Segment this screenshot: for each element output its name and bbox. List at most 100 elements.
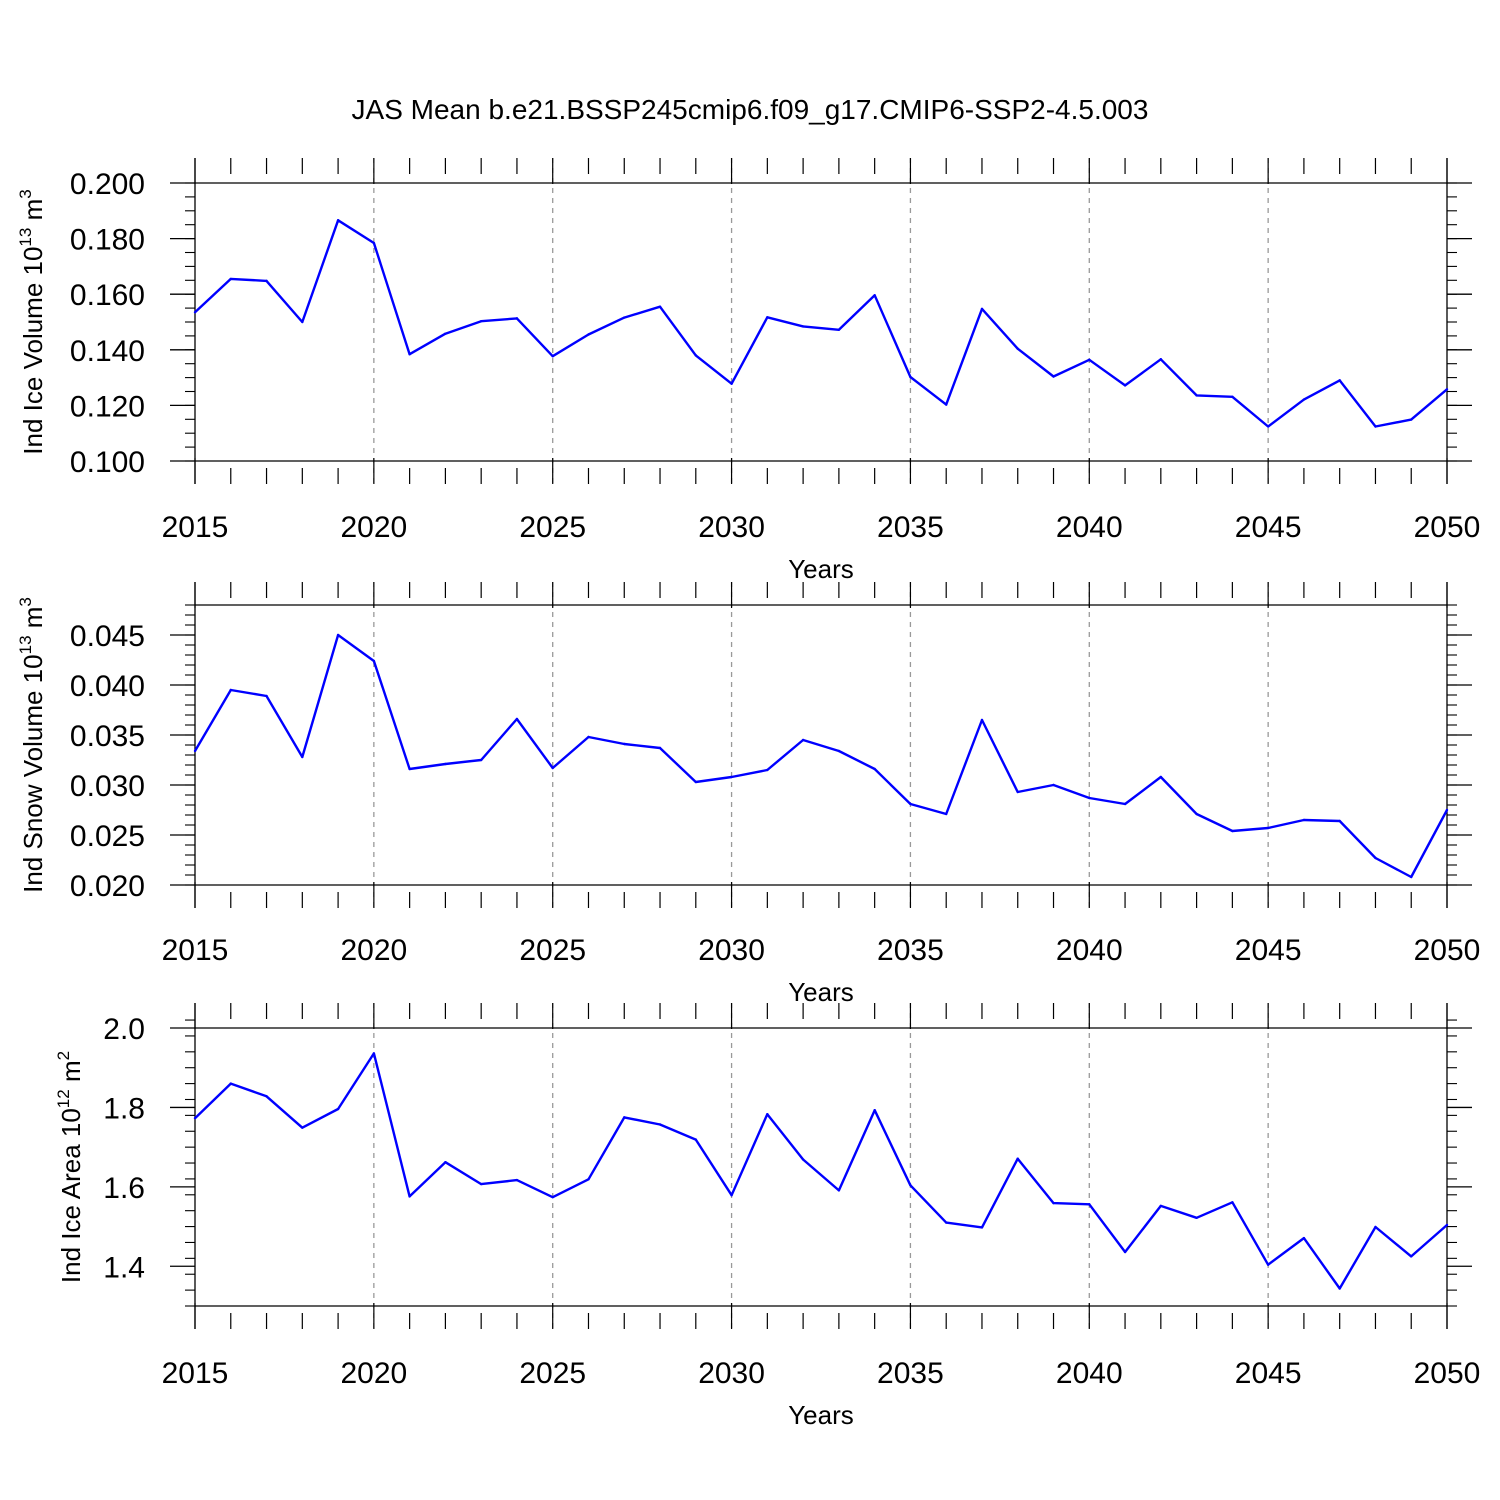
y-tick-label: 0.025 — [70, 820, 145, 853]
data-point — [515, 317, 519, 320]
data-point — [945, 812, 948, 816]
data-point — [265, 279, 268, 283]
data-point — [909, 375, 912, 379]
y-axis-title: Ind Snow Volume 1013 m3 — [16, 597, 48, 893]
data-point — [479, 319, 483, 323]
data-point — [1374, 1225, 1377, 1229]
data-point — [587, 1178, 590, 1181]
data-point — [1231, 829, 1234, 833]
y-axis-title: Ind Ice Area 1012 m2 — [54, 1051, 86, 1283]
x-tick-label: 2030 — [698, 511, 765, 544]
data-point — [873, 1109, 876, 1112]
data-point — [1195, 1216, 1198, 1220]
data-point — [444, 332, 447, 335]
data-point — [408, 1195, 411, 1198]
data-point — [515, 717, 519, 721]
x-tick-label: 2025 — [519, 511, 586, 544]
data-point — [551, 766, 554, 770]
y-tick-label: 1.6 — [103, 1172, 145, 1205]
data-point — [837, 749, 841, 753]
data-point — [945, 403, 948, 406]
data-point — [408, 353, 411, 356]
data-point — [1159, 358, 1163, 361]
data-point — [587, 735, 590, 739]
data-point — [1088, 358, 1091, 362]
data-point — [1302, 1236, 1306, 1240]
data-point — [694, 1138, 697, 1141]
data-point — [444, 1161, 447, 1164]
data-point — [1410, 1255, 1413, 1258]
y-tick-label: 0.035 — [70, 720, 145, 753]
data-point — [1088, 796, 1091, 800]
data-point — [336, 219, 340, 222]
data-point — [694, 354, 697, 357]
data-point — [1410, 418, 1413, 421]
data-point — [265, 694, 268, 698]
data-point — [336, 1107, 340, 1111]
y-tick-label: 0.030 — [70, 770, 145, 803]
data-point — [837, 1189, 841, 1192]
data-point — [837, 328, 841, 331]
data-point — [909, 802, 912, 806]
y-tick-label: 0.200 — [70, 168, 145, 201]
series-line — [194, 219, 1448, 428]
data-point — [980, 307, 984, 311]
data-point — [1445, 388, 1449, 391]
x-tick-label: 2020 — [340, 511, 407, 544]
data-point — [1123, 802, 1127, 806]
data-point — [587, 333, 590, 336]
data-point — [1195, 394, 1198, 397]
data-point — [766, 768, 769, 772]
x-tick-label: 2045 — [1235, 511, 1302, 544]
x-tick-label: 2045 — [1235, 934, 1302, 967]
data-point — [372, 659, 376, 663]
panel-2: 0.020 0.025 0.030 0.035 0.040 0.045 2015 2020 20… — [16, 582, 1480, 1007]
data-point — [193, 1116, 197, 1120]
y-tick-label: 0.020 — [70, 870, 145, 903]
data-point — [623, 742, 626, 746]
data-point — [1338, 819, 1341, 823]
data-point — [1016, 1157, 1019, 1160]
data-point — [444, 762, 447, 766]
data-point — [301, 1126, 304, 1129]
x-tick-label: 2030 — [698, 1357, 765, 1390]
series-line — [193, 633, 1449, 879]
y-tick-label: 0.120 — [70, 390, 145, 423]
data-point — [1016, 790, 1019, 794]
data-point — [1052, 375, 1055, 378]
data-point — [1338, 379, 1341, 382]
data-point — [801, 738, 805, 742]
data-point — [658, 1123, 662, 1126]
data-point — [694, 780, 697, 784]
y-tick-label: 0.160 — [70, 279, 145, 312]
data-point — [1266, 826, 1270, 830]
data-point — [766, 316, 769, 319]
y-tick-label: 0.140 — [70, 335, 145, 368]
data-point — [1231, 395, 1234, 398]
data-point — [658, 746, 662, 750]
x-axis-title: Years — [788, 554, 854, 584]
y-tick-label: 1.8 — [103, 1092, 145, 1125]
x-tick-label: 2030 — [698, 934, 765, 967]
data-point — [730, 382, 733, 385]
data-point — [229, 1082, 232, 1085]
data-point — [730, 1193, 733, 1197]
data-point — [909, 1184, 912, 1187]
data-point — [1016, 347, 1019, 350]
data-point — [265, 1095, 268, 1098]
y-tick-label: 0.045 — [70, 620, 145, 653]
x-tick-label: 2025 — [519, 1357, 586, 1390]
data-point — [229, 688, 232, 692]
data-point — [1445, 808, 1449, 812]
data-point — [193, 749, 197, 753]
data-point — [1123, 384, 1127, 387]
data-point — [1445, 1223, 1449, 1227]
data-point — [1195, 812, 1198, 816]
data-point — [623, 316, 626, 319]
x-tick-label: 2015 — [162, 1357, 229, 1390]
data-point — [193, 311, 197, 314]
x-tick-label: 2045 — [1235, 1357, 1302, 1390]
data-point — [1159, 1204, 1163, 1208]
x-axis-title: Years — [788, 1400, 854, 1430]
